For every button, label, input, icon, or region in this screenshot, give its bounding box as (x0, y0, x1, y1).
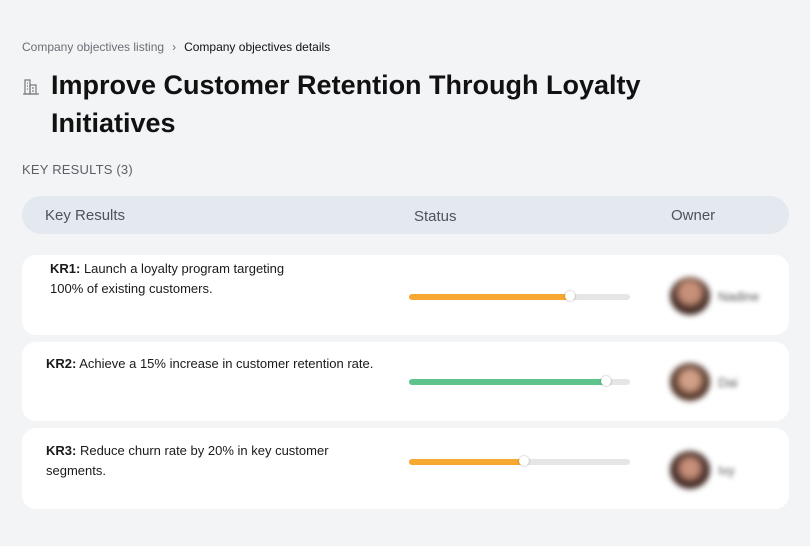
breadcrumb-separator-icon: › (172, 40, 177, 54)
avatar (670, 277, 710, 315)
key-result-code: KR2: (46, 356, 77, 371)
key-result-row[interactable]: KR1: Launch a loyalty program targeting … (22, 255, 789, 335)
key-result-description: KR3: Reduce churn rate by 20% in key cus… (46, 441, 356, 481)
key-result-description: KR1: Launch a loyalty program targeting … (50, 259, 320, 299)
table-header: Key Results Status Owner (22, 196, 789, 234)
status-progress-fill (409, 459, 524, 465)
key-result-code: KR3: (46, 443, 77, 458)
status-progress-bar (409, 291, 630, 301)
breadcrumb-parent-link[interactable]: Company objectives listing (22, 40, 165, 54)
key-result-description: KR2: Achieve a 15% increase in customer … (46, 354, 376, 374)
owner-name: Dai (718, 374, 738, 390)
breadcrumb-current: Company objectives details (184, 40, 331, 54)
owner-cell[interactable]: Dai (670, 363, 738, 401)
avatar (670, 363, 710, 401)
key-results-count-label: KEY RESULTS (3) (22, 162, 133, 177)
breadcrumb: Company objectives listing › Company obj… (22, 40, 330, 54)
page-title: Improve Customer Retention Through Loyal… (51, 70, 641, 138)
status-progress-fill (409, 294, 571, 300)
key-result-code: KR1: (50, 261, 81, 276)
key-result-row[interactable]: KR2: Achieve a 15% increase in customer … (22, 342, 789, 421)
key-result-text: Reduce churn rate by 20% in key customer… (46, 443, 329, 478)
status-progress-knob[interactable] (565, 291, 576, 301)
status-progress-knob[interactable] (518, 456, 529, 466)
status-progress-bar (409, 376, 630, 386)
status-progress-bar (409, 456, 630, 466)
owner-name: Ivy (718, 462, 735, 478)
owner-cell[interactable]: Nadine (670, 277, 759, 315)
column-header-owner: Owner (671, 207, 716, 224)
avatar (670, 451, 710, 489)
key-result-row[interactable]: KR3: Reduce churn rate by 20% in key cus… (22, 428, 789, 509)
building-icon (23, 79, 39, 95)
objective-header: Improve Customer Retention Through Loyal… (22, 66, 722, 142)
status-progress-fill (409, 379, 606, 385)
owner-name: Nadine (718, 288, 760, 304)
column-header-key-results: Key Results (45, 207, 126, 224)
key-result-text: Achieve a 15% increase in customer reten… (76, 356, 374, 371)
key-result-text: Launch a loyalty program targeting 100% … (50, 261, 285, 296)
column-header-status: Status (414, 208, 457, 225)
owner-cell[interactable]: Ivy (670, 451, 735, 489)
status-progress-knob[interactable] (600, 376, 611, 386)
